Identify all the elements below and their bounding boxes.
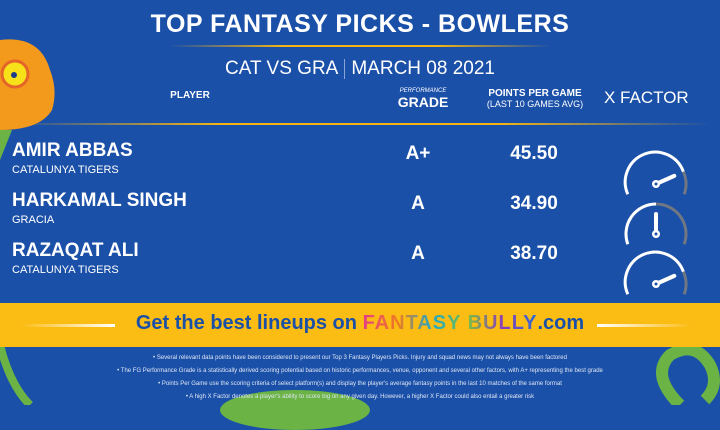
- header-ppg-main: POINTS PER GAME: [488, 88, 582, 99]
- page-title: TOP FANTASY PICKS - BOWLERS: [150, 10, 570, 38]
- divider: [10, 123, 710, 125]
- swirl-decoration: [656, 345, 720, 405]
- player-name: RAZAQAT ALI: [12, 240, 139, 261]
- player-ppg: 45.50: [510, 143, 558, 164]
- divider: [170, 45, 550, 47]
- brand-logo[interactable]: FANTASY BULLY: [362, 312, 538, 334]
- note: • Points Per Game use the scoring criter…: [158, 381, 562, 387]
- player-grade: A: [411, 193, 425, 214]
- banner-suffix: .com: [537, 312, 585, 334]
- promo-banner: Get the best lineups on FANTASY BULLY.co…: [0, 303, 720, 347]
- player-team: CATALUNYA TIGERS: [12, 264, 119, 276]
- note: • A high X Factor denotes a player's abi…: [185, 394, 535, 400]
- swirl-decoration-left: [0, 345, 33, 405]
- header-grade-small: PERFORMANCE: [399, 88, 447, 94]
- header-player: PLAYER: [170, 90, 210, 101]
- match-info: CAT VS GRA MARCH 08 2021: [0, 58, 720, 80]
- player-ppg: 34.90: [510, 193, 558, 214]
- banner-text: Get the best lineups on: [135, 312, 357, 334]
- header-ppg-sub: (LAST 10 GAMES AVG): [486, 99, 584, 109]
- match-date: MARCH 08 2021: [351, 58, 495, 79]
- player-team: CATALUNYA TIGERS: [12, 164, 119, 176]
- header-xfactor: X FACTOR: [604, 88, 689, 107]
- xfactor-gauge-icon: [624, 202, 688, 245]
- match-teams: CAT VS GRA: [225, 58, 339, 79]
- xfactor-gauge-icon: [623, 250, 688, 295]
- player-grade: A+: [405, 143, 431, 164]
- note: • Several relevant data points have been…: [153, 355, 567, 361]
- header-ppg: POINTS PER GAME (LAST 10 GAMES AVG): [480, 88, 590, 109]
- xfactor-gauge-icon: [623, 150, 688, 195]
- header-grade: PERFORMANCE GRADE: [388, 88, 458, 110]
- player-team: GRACIA: [12, 214, 55, 226]
- player-ppg: 38.70: [510, 243, 558, 264]
- header-grade-main: GRADE: [397, 94, 449, 110]
- player-name: AMIR ABBAS: [12, 140, 133, 161]
- player-grade: A: [411, 243, 425, 264]
- mascot-decoration: [0, 39, 55, 160]
- player-name: HARKAMAL SINGH: [12, 190, 187, 211]
- note: • The FG Performance Grade is a statisti…: [117, 368, 603, 374]
